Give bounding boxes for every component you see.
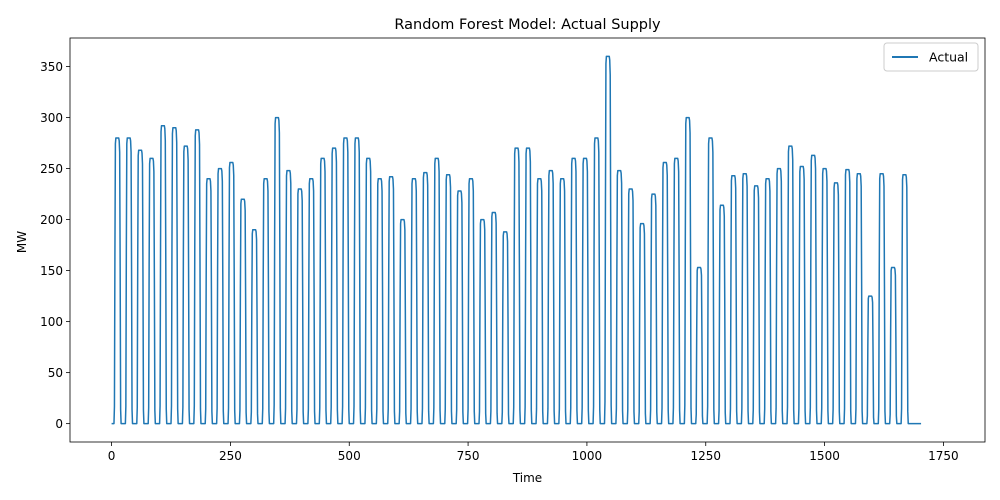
y-tick-label: 300 (40, 111, 63, 125)
axes-frame (69, 37, 986, 443)
y-tick-label: 350 (40, 60, 63, 74)
axes: 0 250 500 750 1000 1250 1500 1750 0 50 100 150 200 25… (40, 37, 986, 463)
legend: Actual (883, 42, 979, 72)
x-axis-label: Time (512, 471, 542, 485)
x-tick-label: 1750 (928, 449, 959, 463)
y-tick-label: 150 (40, 264, 63, 278)
x-tick-label: 1250 (690, 449, 721, 463)
series-line-actual (111, 55, 922, 425)
x-tick-label: 250 (219, 449, 242, 463)
y-tick-label: 50 (48, 366, 63, 380)
y-tick-label: 0 (55, 417, 63, 431)
y-tick-label: 250 (40, 162, 63, 176)
x-tick-label: 0 (108, 449, 116, 463)
y-tick-label: 100 (40, 315, 63, 329)
x-tick-label: 1000 (572, 449, 603, 463)
x-tick-label: 750 (457, 449, 480, 463)
x-tick-label: 500 (338, 449, 361, 463)
chart-title: Random Forest Model: Actual Supply (394, 17, 661, 33)
legend-box (883, 42, 979, 72)
y-axis-label: MW (15, 231, 29, 253)
plot-area (111, 55, 922, 425)
legend-label-actual: Actual (929, 50, 968, 65)
x-tick-label: 1500 (809, 449, 840, 463)
y-tick-label: 200 (40, 213, 63, 227)
